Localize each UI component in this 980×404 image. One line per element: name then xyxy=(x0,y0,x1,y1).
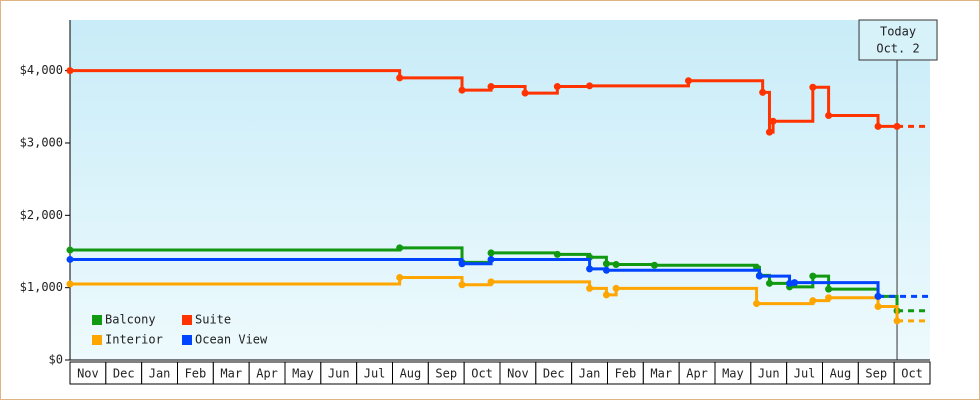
price-point xyxy=(825,294,833,302)
today-label: Today xyxy=(880,25,916,39)
price-point xyxy=(684,77,692,85)
price-point xyxy=(753,300,761,308)
price-point xyxy=(458,86,466,94)
y-tick-label: $0 xyxy=(49,353,63,367)
x-tick-label: Sep xyxy=(435,367,457,381)
price-point xyxy=(759,88,767,96)
price-point xyxy=(825,111,833,119)
price-point xyxy=(893,317,901,325)
legend-swatch xyxy=(182,315,192,325)
price-point xyxy=(586,284,594,292)
price-point xyxy=(487,278,495,286)
x-tick-label: Jul xyxy=(364,367,386,381)
x-tick-label: Apr xyxy=(686,367,708,381)
price-point xyxy=(487,249,495,257)
price-point xyxy=(487,83,495,91)
x-cell xyxy=(893,361,931,385)
price-point xyxy=(586,265,594,273)
price-point xyxy=(765,279,773,287)
price-point xyxy=(809,83,817,91)
legend-swatch xyxy=(92,315,102,325)
price-point xyxy=(458,281,466,289)
x-tick-label: Feb xyxy=(615,367,637,381)
price-point xyxy=(874,302,882,310)
price-point xyxy=(586,82,594,90)
x-tick-label: Dec xyxy=(543,367,565,381)
price-point xyxy=(650,261,658,269)
legend-label: Balcony xyxy=(105,313,156,327)
x-tick-label: Oct xyxy=(471,367,493,381)
price-point xyxy=(825,285,833,293)
x-tick-label: Nov xyxy=(507,367,529,381)
price-point xyxy=(874,122,882,130)
price-point xyxy=(769,117,777,125)
legend-swatch xyxy=(92,335,102,345)
price-point xyxy=(602,291,610,299)
price-point xyxy=(755,272,763,280)
price-point xyxy=(487,255,495,263)
price-point xyxy=(66,280,74,288)
price-point xyxy=(553,250,561,258)
price-point xyxy=(396,274,404,282)
legend-label: Interior xyxy=(105,333,163,347)
x-tick-label: Jan xyxy=(579,367,601,381)
price-point xyxy=(874,292,882,300)
price-point xyxy=(612,261,620,269)
x-tick-label: Aug xyxy=(830,367,852,381)
today-box xyxy=(858,19,938,61)
x-tick-label: Feb xyxy=(185,367,207,381)
price-point xyxy=(809,297,817,305)
x-tick-label: Mar xyxy=(650,367,672,381)
price-point xyxy=(893,122,901,130)
y-tick-label: $3,000 xyxy=(20,135,63,149)
price-point xyxy=(602,260,610,268)
price-point xyxy=(521,89,529,97)
x-tick-label: Nov xyxy=(77,367,99,381)
price-point xyxy=(458,260,466,268)
x-tick-label: Oct xyxy=(901,367,923,381)
x-tick-label: May xyxy=(292,367,314,381)
x-tick-label: Apr xyxy=(256,367,278,381)
x-tick-label: Jul xyxy=(794,367,816,381)
price-point xyxy=(396,74,404,82)
price-point xyxy=(612,284,620,292)
legend-label: Suite xyxy=(195,313,231,327)
today-label: Oct. 2 xyxy=(876,42,919,56)
price-point xyxy=(602,266,610,274)
x-tick-label: Dec xyxy=(113,367,135,381)
x-tick-label: Aug xyxy=(400,367,422,381)
x-tick-label: Mar xyxy=(220,367,242,381)
price-point xyxy=(396,244,404,252)
price-point xyxy=(553,83,561,91)
x-tick-label: Jan xyxy=(149,367,171,381)
price-point xyxy=(765,128,773,136)
price-point xyxy=(66,255,74,263)
legend-label: Ocean View xyxy=(195,333,268,347)
x-tick-label: Sep xyxy=(865,367,887,381)
x-tick-label: May xyxy=(722,367,744,381)
y-tick-label: $4,000 xyxy=(20,63,63,77)
x-tick-label: Jun xyxy=(758,367,780,381)
price-point xyxy=(809,272,817,280)
price-point xyxy=(791,279,799,287)
legend-swatch xyxy=(182,335,192,345)
y-tick-label: $1,000 xyxy=(20,280,63,294)
y-tick-label: $2,000 xyxy=(20,208,63,222)
x-tick-label: Jun xyxy=(328,367,350,381)
price-point xyxy=(66,246,74,254)
price-point xyxy=(66,67,74,75)
